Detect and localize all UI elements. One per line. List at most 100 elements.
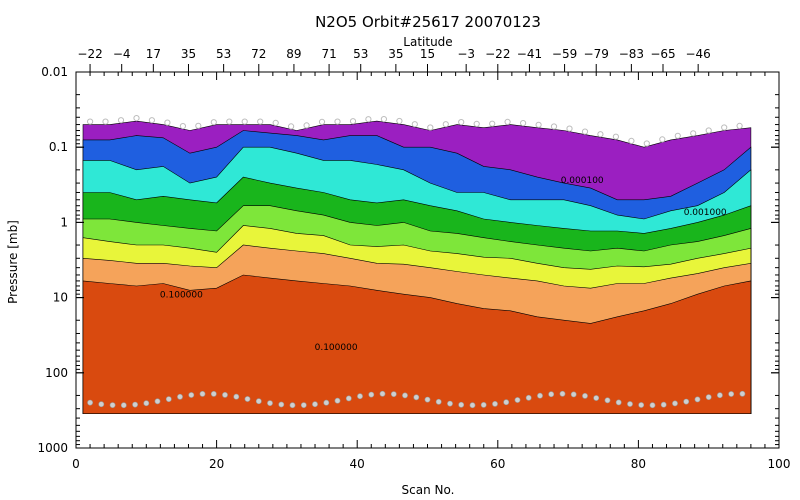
sample-marker	[559, 390, 566, 397]
sample-marker	[368, 391, 375, 398]
sample-marker	[226, 118, 233, 125]
y-axis-label: Pressure [mb]	[6, 220, 20, 304]
chart-title: N2O5 Orbit#25617 20070123	[315, 13, 541, 31]
sample-marker	[87, 399, 93, 406]
sample-marker	[117, 117, 125, 124]
sample-marker	[255, 398, 262, 405]
latitude-tick-label: 17	[146, 47, 161, 61]
sample-marker	[195, 122, 202, 129]
latitude-tick-label: −46	[685, 47, 710, 61]
latitude-tick-label: −59	[552, 47, 577, 61]
latitude-tick-label: 15	[420, 47, 435, 61]
sample-marker	[210, 119, 217, 126]
contour-band-8	[82, 274, 752, 414]
sample-marker	[525, 394, 532, 401]
x-tick-label: 60	[490, 457, 505, 471]
sample-marker	[257, 118, 264, 125]
sample-marker	[289, 402, 296, 409]
sample-marker	[469, 402, 476, 409]
sample-marker	[548, 391, 555, 398]
sample-marker	[349, 118, 357, 125]
sample-marker	[210, 390, 217, 397]
sample-marker	[179, 123, 186, 130]
sample-marker	[435, 398, 442, 405]
sample-marker	[413, 394, 420, 401]
latitude-tick-label: −22	[485, 47, 510, 61]
latitude-tick-label: −3	[457, 47, 475, 61]
sample-marker	[148, 117, 155, 124]
y-tick-label: 0.1	[49, 140, 68, 154]
latitude-tick-label: 53	[216, 47, 231, 61]
latitude-tick-label: 89	[286, 47, 301, 61]
sample-marker	[241, 118, 248, 125]
latitude-tick-label: −4	[113, 47, 131, 61]
sample-marker	[503, 399, 510, 406]
sample-marker	[424, 396, 431, 403]
sample-markers	[87, 115, 746, 409]
sample-marker	[87, 118, 94, 125]
x-tick-label: 100	[768, 457, 791, 471]
sample-marker	[109, 402, 116, 408]
latitude-tick-label: −83	[619, 47, 644, 61]
sample-marker	[154, 398, 161, 405]
latitude-axis: −22 −4 17 35 53 72 89 71 53 35 15 −3 −22 −41 −59 −79 −83…	[76, 47, 779, 73]
sample-marker	[288, 123, 295, 130]
sample-marker	[390, 391, 397, 397]
sample-marker	[717, 392, 723, 399]
sample-marker	[736, 122, 743, 130]
latitude-tick-label: −65	[650, 47, 675, 61]
contour-label: 0.100000	[160, 291, 203, 301]
sample-marker	[143, 400, 150, 407]
sample-marker	[164, 119, 171, 126]
sample-marker	[442, 121, 449, 128]
sample-marker	[458, 401, 465, 408]
sample-marker	[514, 397, 521, 403]
x-tick-label: 80	[631, 457, 646, 471]
sample-marker	[739, 390, 746, 397]
y-tick-label: 1000	[37, 441, 68, 455]
latitude-tick-label: 71	[321, 47, 336, 61]
sample-marker	[345, 395, 352, 402]
x-axis-label: Scan No.	[402, 483, 455, 497]
sample-marker	[473, 120, 480, 128]
sample-marker	[480, 401, 487, 408]
sample-marker	[380, 116, 387, 123]
sample-marker	[721, 124, 728, 131]
sample-marker	[550, 123, 558, 130]
sample-marker	[102, 118, 109, 125]
contour-labels: 0.100000 0.001000 0.000100 0.100000	[160, 176, 727, 353]
sample-marker	[132, 401, 138, 408]
sample-marker	[615, 399, 622, 406]
y-axis: 0.01 0.1 1 10 100 1000	[37, 65, 779, 455]
x-tick-label: 0	[72, 457, 80, 471]
sample-marker	[312, 401, 318, 408]
sample-marker	[489, 120, 496, 127]
sample-marker	[133, 115, 140, 122]
sample-marker	[705, 127, 712, 134]
latitude-tick-label: 53	[353, 47, 368, 61]
sample-marker	[334, 118, 341, 125]
sample-marker	[672, 400, 678, 407]
y-tick-label: 10	[53, 291, 68, 305]
contour-bands	[82, 120, 752, 414]
top-axis-label: Latitude	[403, 35, 452, 49]
sample-marker	[520, 120, 527, 127]
sample-marker	[165, 396, 172, 402]
sample-marker	[458, 119, 465, 126]
latitude-tick-label: 35	[181, 47, 196, 61]
x-tick-label: 40	[350, 457, 365, 471]
sample-marker	[690, 130, 697, 137]
sample-marker	[365, 116, 372, 123]
sample-marker	[660, 401, 667, 408]
sample-marker	[582, 392, 588, 399]
sample-marker	[566, 125, 573, 132]
x-axis: 0 20 40 60 80 100	[72, 72, 790, 471]
y-tick-label: 0.01	[41, 65, 68, 79]
sample-marker	[272, 119, 279, 127]
sample-marker	[649, 402, 656, 409]
sample-marker	[447, 400, 453, 407]
sample-marker	[233, 393, 240, 400]
sample-marker	[612, 133, 620, 140]
x-tick-label: 20	[209, 457, 224, 471]
